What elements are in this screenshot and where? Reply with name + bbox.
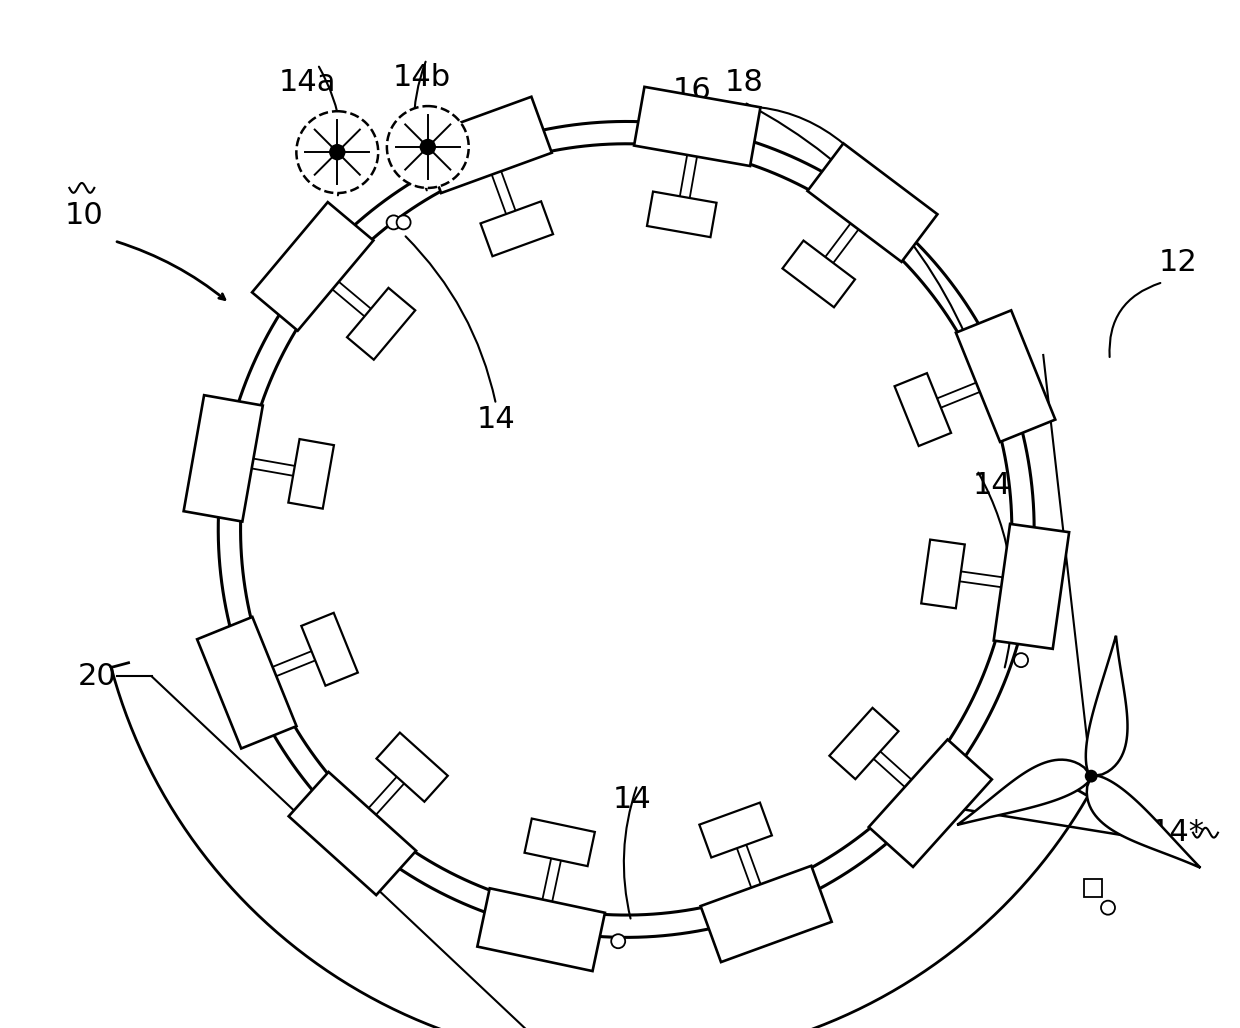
Polygon shape [481, 201, 553, 256]
Circle shape [1085, 770, 1097, 782]
Polygon shape [184, 395, 263, 521]
Circle shape [329, 144, 346, 160]
Polygon shape [634, 86, 760, 167]
Bar [1084, 879, 1102, 896]
Polygon shape [956, 310, 1055, 442]
Circle shape [1101, 901, 1115, 915]
Polygon shape [1086, 775, 1200, 868]
Polygon shape [921, 540, 965, 609]
Text: 10: 10 [64, 201, 104, 230]
Polygon shape [347, 288, 415, 360]
Circle shape [397, 216, 410, 229]
Text: 14a: 14a [279, 68, 336, 97]
Polygon shape [377, 733, 448, 802]
Polygon shape [301, 613, 358, 686]
Polygon shape [894, 373, 951, 446]
Polygon shape [701, 866, 832, 962]
Text: 14*: 14* [1151, 818, 1205, 847]
Circle shape [419, 139, 436, 155]
Circle shape [1014, 653, 1028, 667]
Polygon shape [420, 97, 552, 193]
Polygon shape [993, 524, 1069, 649]
Text: 14: 14 [613, 785, 652, 814]
Text: 14b: 14b [393, 63, 450, 91]
Polygon shape [525, 818, 595, 867]
Text: 12: 12 [1158, 248, 1198, 277]
Text: 18: 18 [724, 68, 764, 97]
Polygon shape [252, 203, 373, 331]
Polygon shape [957, 760, 1091, 824]
Polygon shape [1086, 635, 1127, 776]
Polygon shape [289, 772, 417, 895]
Polygon shape [477, 888, 605, 971]
Polygon shape [782, 241, 856, 307]
Text: 14: 14 [476, 405, 516, 434]
Polygon shape [830, 708, 899, 779]
Text: 14: 14 [972, 471, 1012, 500]
Circle shape [387, 216, 401, 229]
Polygon shape [869, 739, 992, 867]
Polygon shape [807, 143, 937, 262]
Circle shape [387, 106, 469, 188]
Text: 16: 16 [672, 76, 712, 105]
Polygon shape [647, 191, 717, 237]
Circle shape [611, 934, 625, 948]
Polygon shape [289, 439, 334, 509]
Polygon shape [699, 803, 771, 857]
Polygon shape [197, 617, 296, 748]
Text: 20: 20 [77, 662, 117, 691]
Circle shape [296, 111, 378, 193]
